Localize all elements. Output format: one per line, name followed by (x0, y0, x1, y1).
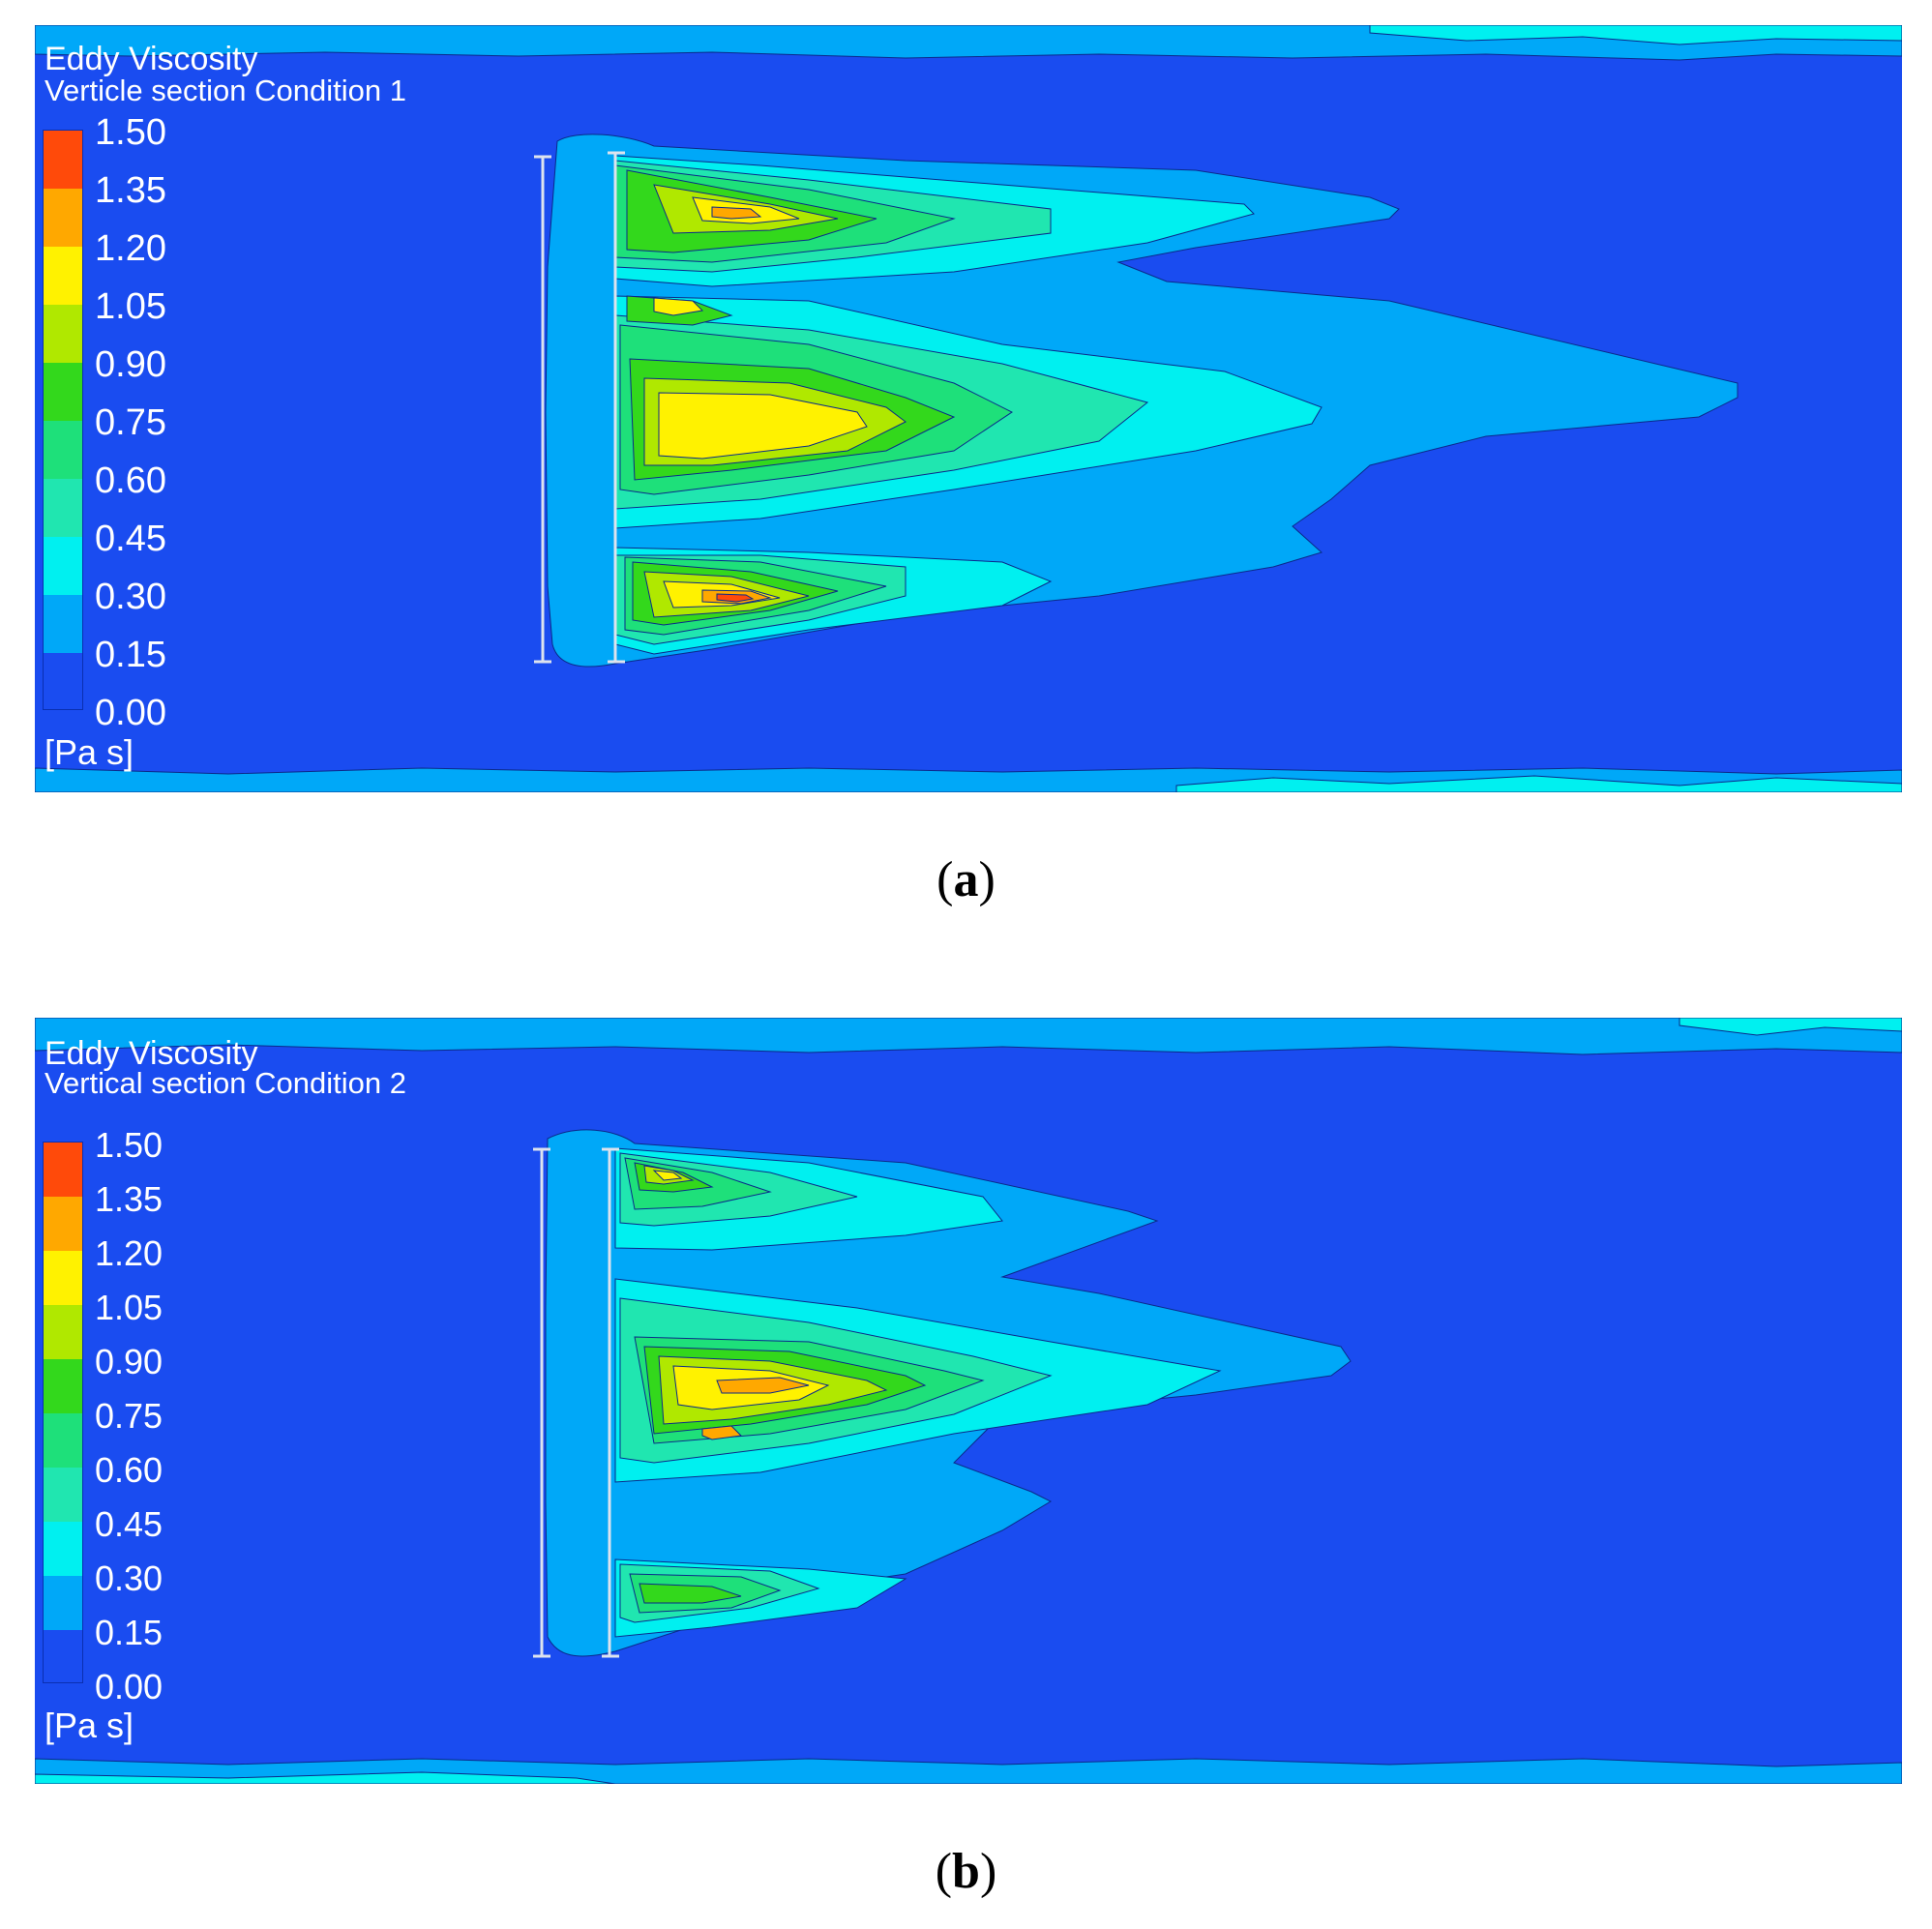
wake-region-level-5c (639, 1583, 742, 1604)
legend-label: 1.50 (95, 112, 166, 153)
legend-label: 0.75 (95, 1396, 163, 1436)
top-wall-band (35, 1018, 1902, 1055)
legend-label: 1.05 (95, 286, 166, 327)
bottom-wall-band-inner (1175, 775, 1902, 792)
top-wall-band-inner (1369, 25, 1902, 45)
legend-subtitle: Verticle section Condition 1 (45, 74, 406, 107)
eddy-viscosity-contour-plot-b (35, 1018, 1902, 1784)
color-legend-bar (43, 130, 83, 710)
legend-title: Eddy Viscosity (45, 1035, 258, 1072)
wake-region-level-7d (653, 297, 704, 316)
legend-label: 0.30 (95, 1558, 163, 1598)
legend-label: 1.35 (95, 170, 166, 211)
caption-letter: a (953, 852, 979, 907)
contour-panel-b: Eddy Viscosity Vertical section Conditio… (35, 1018, 1902, 1784)
legend-label: 0.30 (95, 577, 166, 617)
legend-label: 1.20 (95, 1233, 163, 1273)
color-legend-bar (43, 1142, 83, 1683)
legend-label: 1.05 (95, 1288, 163, 1327)
wake-region-level-7b (652, 1170, 683, 1181)
legend-label: 0.15 (95, 1613, 163, 1652)
bottom-wall-band-inner (35, 1771, 616, 1784)
legend-label: 0.15 (95, 635, 166, 675)
legend-subtitle: Vertical section Condition 2 (45, 1066, 406, 1100)
wake-region-level-8b (701, 1425, 743, 1440)
legend-title: Eddy Viscosity (45, 41, 258, 77)
legend-label: 0.60 (95, 460, 166, 501)
legend-label: 1.35 (95, 1179, 163, 1219)
wake-region-level-9 (716, 593, 755, 603)
legend-label: 0.90 (95, 344, 166, 385)
legend-label: 0.90 (95, 1342, 163, 1381)
legend-unit: [Pa s] (45, 1706, 134, 1745)
legend-label: 0.45 (95, 1504, 163, 1544)
legend-unit: [Pa s] (45, 732, 134, 772)
caption-letter: b (952, 1844, 980, 1899)
legend-label: 0.00 (95, 1667, 163, 1706)
legend-label: 1.50 (95, 1125, 163, 1165)
top-wall-band-inner (1679, 1018, 1902, 1036)
contour-panel-a: Eddy Viscosity Verticle section Conditio… (35, 25, 1902, 792)
legend-label: 0.75 (95, 402, 166, 443)
legend-label: 0.60 (95, 1450, 163, 1490)
wake-region-level-8 (716, 1377, 810, 1394)
figure-caption-a: (a) (936, 852, 996, 907)
screen-structure (533, 1147, 619, 1658)
wake-region-level-7b (658, 392, 868, 460)
legend-label: 0.00 (95, 693, 166, 733)
eddy-viscosity-contour-plot-a (35, 25, 1902, 792)
legend-label: 0.45 (95, 519, 166, 559)
wake-region-level-8b (711, 206, 762, 220)
figure-caption-b: (b) (935, 1844, 997, 1899)
legend-label: 1.20 (95, 228, 166, 269)
screen-structure (534, 151, 625, 664)
